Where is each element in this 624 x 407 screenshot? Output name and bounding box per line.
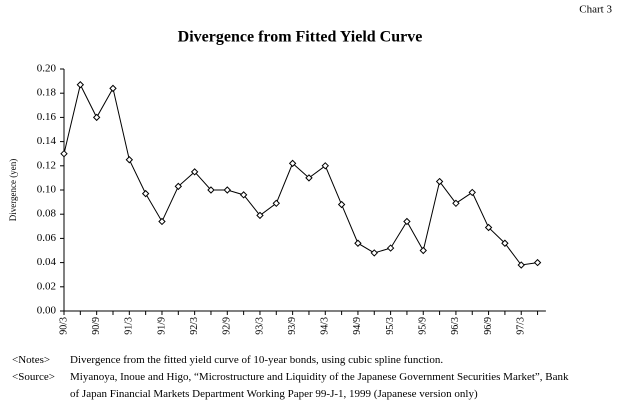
marker	[321, 162, 329, 170]
marker	[435, 177, 444, 186]
y-tick-label: 0.14	[37, 135, 57, 147]
x-tick-label: 92/9	[222, 317, 233, 335]
marker	[141, 189, 150, 198]
y-tick-label: 0.18	[37, 87, 57, 99]
marker	[190, 168, 199, 176]
marker	[484, 223, 493, 232]
corner-label: Chart 3	[579, 4, 612, 16]
marker	[337, 200, 346, 209]
y-tick-label: 0.08	[37, 208, 57, 220]
x-tick-label: 93/3	[254, 317, 265, 335]
x-tick-label: 96/9	[483, 317, 494, 335]
note-text: Miyanoya, Inoue and Higo, “Microstructur…	[70, 371, 569, 383]
marker	[533, 258, 542, 267]
x-tick-label: 92/3	[189, 317, 200, 335]
marker	[125, 156, 134, 164]
marker	[239, 191, 248, 199]
marker	[288, 159, 297, 168]
marker	[256, 211, 264, 220]
marker	[403, 217, 411, 226]
y-tick-label: 0.16	[37, 111, 57, 123]
y-tick-label: 0.20	[37, 63, 57, 75]
x-tick-label: 90/9	[91, 317, 102, 335]
x-tick-label: 95/3	[385, 317, 396, 335]
y-axis-label: Divergence (yen)	[8, 159, 18, 222]
x-tick-label: 90/3	[58, 317, 69, 335]
note-text: Divergence from the fitted yield curve o…	[70, 354, 444, 366]
marker	[223, 186, 232, 194]
x-tick-label: 95/9	[418, 317, 429, 335]
marker	[370, 249, 378, 257]
marker	[207, 186, 215, 194]
x-tick-label: 91/3	[124, 317, 135, 335]
marker	[76, 81, 85, 89]
y-tick-label: 0.06	[37, 232, 57, 244]
marker	[468, 188, 476, 197]
y-tick-label: 0.04	[37, 256, 57, 268]
chart-title: Divergence from Fitted Yield Curve	[178, 29, 423, 46]
marker	[272, 199, 280, 208]
marker	[60, 149, 68, 158]
marker	[386, 244, 395, 252]
y-tick-label: 0.12	[37, 159, 56, 171]
marker	[419, 246, 427, 255]
line	[63, 83, 538, 266]
marker	[501, 239, 509, 247]
x-tick-label: 93/9	[287, 317, 298, 335]
note-text: of Japan Financial Markets Department Wo…	[70, 388, 478, 400]
marker	[174, 182, 183, 191]
marker	[305, 174, 313, 182]
marker	[109, 84, 117, 93]
marker	[92, 113, 101, 122]
x-tick-label: 97/3	[516, 317, 527, 335]
y-tick-label: 0.10	[37, 184, 57, 196]
marker	[158, 217, 166, 226]
x-tick-label: 94/3	[320, 317, 331, 335]
y-tick-label: 0.00	[37, 305, 57, 317]
x-tick-label: 96/3	[450, 317, 461, 335]
note-label: <Source>	[12, 371, 55, 383]
note-label: <Notes>	[12, 354, 51, 366]
y-tick-label: 0.02	[37, 280, 56, 292]
x-tick-label: 91/9	[156, 317, 167, 335]
marker	[517, 261, 525, 269]
marker	[354, 239, 362, 247]
x-tick-label: 94/9	[352, 317, 363, 335]
marker	[452, 199, 460, 208]
